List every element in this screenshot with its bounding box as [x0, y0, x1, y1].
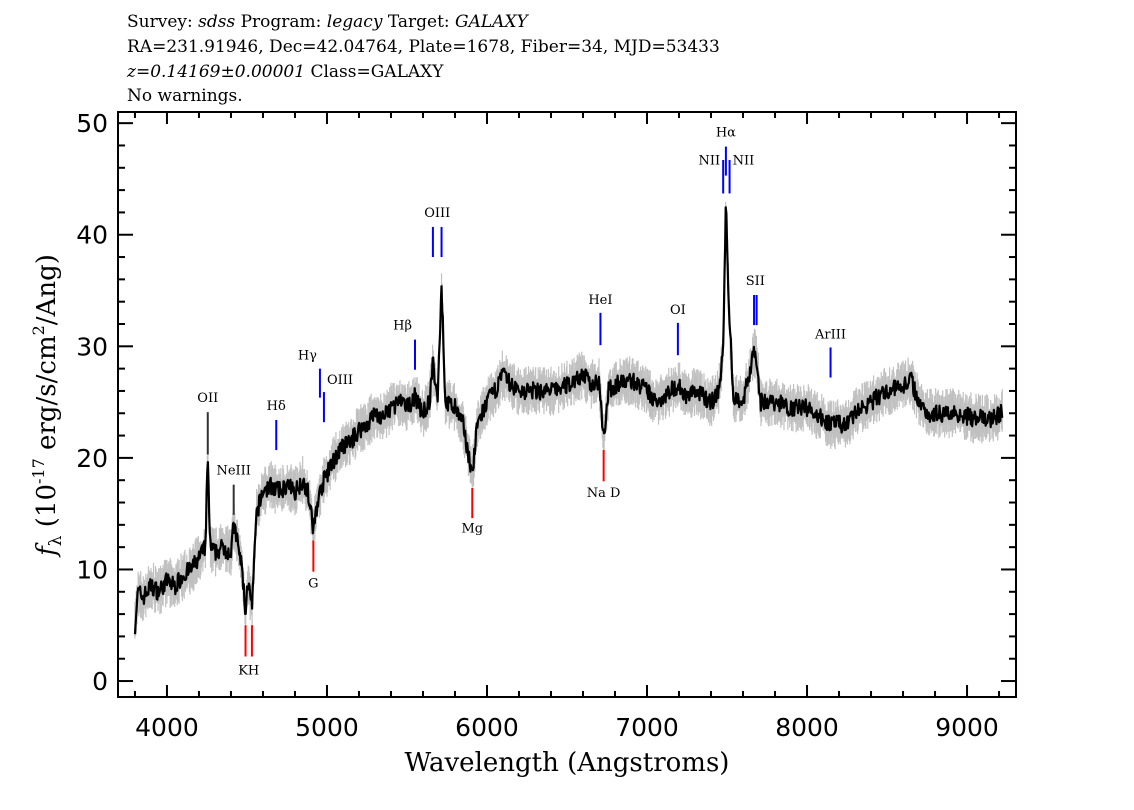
line-label: NII [699, 153, 721, 168]
x-tick-label: 8000 [775, 713, 839, 742]
y-tick-label: 40 [76, 221, 108, 250]
y-tick-label: 20 [76, 444, 108, 473]
line-markers: OII NeIII KH Hδ G Hγ OIII Hβ OIII Mg HeI Na D OI NII H… [197, 126, 846, 679]
x-tick-label: 7000 [615, 713, 679, 742]
axes: 4000 5000 6000 7000 8000 9000 0 10 20 30 40 50 [76, 109, 1017, 742]
line-label: Na D [587, 486, 621, 501]
y-axis-label: fλ (10-17 erg/s/cm2/Ang) [29, 254, 66, 558]
header-line-1: Survey: sdss Program: legacy Target: GAL… [127, 12, 530, 32]
line-label: OIII [424, 206, 450, 221]
line-label: HeI [588, 293, 612, 308]
error-band [134, 201, 1003, 639]
header-line-4: No warnings. [127, 86, 243, 106]
line-label: Hβ [393, 319, 412, 334]
y-tick-label: 10 [76, 555, 108, 584]
line-label: OII [197, 391, 218, 406]
y-tick-label: 30 [76, 332, 108, 361]
header-line-2: RA=231.91946, Dec=42.04764, Plate=1678, … [127, 37, 720, 57]
line-label: G [308, 576, 318, 591]
x-tick-label: 6000 [455, 713, 519, 742]
y-tick-label: 0 [92, 667, 108, 696]
line-label: OI [670, 303, 686, 318]
x-tick-label: 9000 [935, 713, 999, 742]
header-line-3: z=0.14169±0.00001 Class=GALAXY [126, 62, 444, 82]
line-label: NII [733, 153, 755, 168]
x-axis-label: Wavelength (Angstroms) [405, 748, 730, 778]
x-tick-label: 4000 [135, 713, 199, 742]
line-label: Hγ [298, 349, 317, 364]
line-label: Hα [716, 126, 736, 141]
x-tick-label: 5000 [295, 713, 359, 742]
flux-line [133, 206, 1004, 635]
line-label: Hδ [267, 399, 286, 414]
line-label: ArIII [814, 328, 846, 343]
line-label: SII [746, 274, 765, 289]
plot-frame [117, 111, 1017, 698]
line-label: KH [238, 663, 259, 678]
line-label: OIII [327, 373, 353, 388]
line-label: Mg [461, 522, 483, 537]
line-label: NeIII [216, 464, 250, 479]
y-tick-label: 50 [76, 109, 108, 138]
flux-series [133, 206, 1004, 635]
